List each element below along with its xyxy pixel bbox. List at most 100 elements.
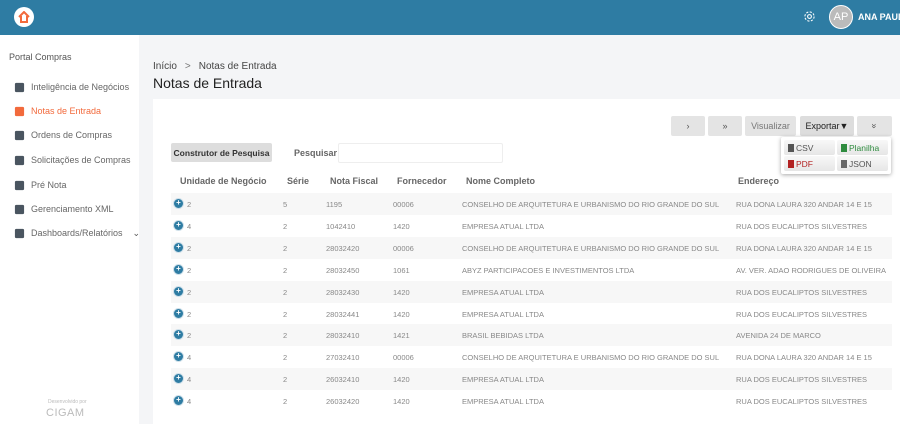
table-cell: RUA DONA LAURA 320 ANDAR 14 E 15 — [736, 200, 872, 209]
table-cell: RUA DOS EUCALIPTOS SILVESTRES — [736, 375, 868, 385]
column-header[interactable]: Nota Fiscal — [330, 176, 379, 186]
sidebar-item-pr-nota[interactable]: Pré Nota — [14, 180, 67, 191]
table-cell: 26032410 — [326, 375, 360, 385]
sidebar-item-ordens-de-compras[interactable]: Ordens de Compras — [14, 130, 112, 141]
export-pdf[interactable]: PDF — [784, 156, 835, 171]
developed-by: Desenvolvido por — [48, 399, 87, 405]
table-cell: EMPRESA ATUAL LTDA — [462, 221, 544, 231]
chart-icon — [14, 82, 25, 93]
table-cell: BRASIL BEBIDAS LTDA — [462, 331, 544, 341]
table-row[interactable]: +4 2 26032410 1420 EMPRESA ATUAL LTDA RUA DOS… — [171, 368, 892, 391]
table-cell: 2 — [187, 200, 192, 209]
users-sync-icon — [14, 204, 25, 215]
file-icon — [841, 159, 847, 168]
table-row[interactable]: +4 2 26032420 1420 EMPRESA ATUAL LTDA RUA DOS… — [171, 390, 892, 412]
table-row[interactable]: +2 2 28032420 00006 CONSELHO DE ARQUITETURA … — [171, 236, 892, 259]
table-cell: 2 — [187, 265, 192, 275]
column-header[interactable]: Unidade de Negócio — [180, 176, 267, 186]
table-cell: 27032410 — [326, 353, 360, 363]
avatar[interactable]: AP — [829, 5, 853, 29]
table-cell: 4 — [187, 375, 192, 385]
table-cell: 1420 — [393, 287, 410, 297]
view-button[interactable]: Visualizar — [745, 116, 796, 136]
table-row[interactable]: +2 5 1195 00006 CONSELHO DE ARQUITETURA E UR… — [171, 193, 892, 215]
table-cell: RUA DOS EUCALIPTOS SILVESTRES — [736, 221, 868, 231]
table-row[interactable]: +2 2 28032441 1420 EMPRESA ATUAL LTDA RUA DOS… — [171, 303, 892, 325]
table-cell: 1421 — [393, 331, 410, 341]
table-cell: 00006 — [393, 200, 414, 209]
sidebar-item-label: Pré Nota — [31, 180, 67, 190]
table-cell: 2 — [187, 309, 192, 319]
column-header[interactable]: Endereço — [738, 176, 780, 186]
gear-icon[interactable] — [803, 10, 816, 23]
expand-row-icon[interactable]: + — [173, 373, 184, 385]
expand-row-icon[interactable]: + — [173, 307, 184, 319]
breadcrumb-home[interactable]: Início — [153, 61, 177, 72]
search-input[interactable] — [338, 143, 503, 163]
table-cell: EMPRESA ATUAL LTDA — [462, 397, 544, 407]
table-cell: 28032410 — [326, 331, 360, 341]
page-title: Notas de Entrada — [153, 75, 262, 91]
column-header[interactable]: Fornecedor — [397, 176, 447, 186]
column-header[interactable]: Série — [287, 176, 310, 186]
expand-row-icon[interactable]: + — [173, 395, 184, 407]
chevron-down-icon: ⌄ — [132, 228, 141, 238]
export-json[interactable]: JSON — [837, 156, 888, 171]
chevron-double-down-icon: » — [869, 123, 880, 129]
expand-row-icon[interactable]: + — [173, 219, 184, 231]
expand-row-icon[interactable]: + — [173, 285, 184, 297]
expand-row-icon[interactable]: + — [173, 241, 184, 253]
table-cell: 2 — [283, 331, 288, 341]
sidebar-item-gerenciamento-xml[interactable]: Gerenciamento XML — [14, 204, 114, 215]
table-row[interactable]: +4 2 1042410 1420 EMPRESA ATUAL LTDA RUA DOS … — [171, 215, 892, 237]
export-planilha[interactable]: Planilha — [837, 140, 888, 155]
cart-icon — [14, 155, 25, 166]
sidebar: Portal Compras Inteligência de Negócios N… — [0, 35, 140, 424]
table-row[interactable]: +4 2 27032410 00006 CONSELHO DE ARQUITETURA … — [171, 346, 892, 368]
sidebar-item-solicita-es-de-compras[interactable]: Solicitações de Compras — [14, 155, 131, 166]
sidebar-title: Portal Compras — [9, 52, 72, 62]
expand-row-icon[interactable]: + — [173, 329, 184, 341]
document-icon — [14, 106, 25, 117]
sidebar-item-intelig-ncia-de-neg-cios[interactable]: Inteligência de Negócios — [14, 82, 129, 93]
table-cell: 28032441 — [326, 309, 360, 319]
table-cell: 1061 — [393, 265, 410, 275]
sidebar-item-label: Notas de Entrada — [31, 106, 102, 116]
export-csv[interactable]: CSV — [784, 140, 835, 155]
export-option-label: Planilha — [849, 142, 880, 153]
breadcrumb-separator: > — [184, 61, 191, 72]
table-cell: CONSELHO DE ARQUITETURA E URBANISMO DO R… — [462, 200, 720, 209]
export-button[interactable]: Exportar▼ — [800, 116, 854, 136]
table-cell: RUA DOS EUCALIPTOS SILVESTRES — [736, 309, 868, 319]
table-cell: EMPRESA ATUAL LTDA — [462, 309, 544, 319]
table-cell: CONSELHO DE ARQUITETURA E URBANISMO DO R… — [462, 243, 720, 253]
table-cell: 2 — [283, 287, 288, 297]
sidebar-item-label: Inteligência de Negócios — [31, 82, 130, 92]
table-cell: 2 — [187, 243, 192, 253]
last-page-button[interactable]: » — [708, 116, 742, 136]
table-cell: RUA DOS EUCALIPTOS SILVESTRES — [736, 397, 868, 407]
table-cell: 4 — [187, 221, 192, 231]
sidebar-item-notas-de-entrada[interactable]: Notas de Entrada — [14, 106, 101, 117]
file-icon — [788, 143, 794, 152]
table-cell: EMPRESA ATUAL LTDA — [462, 375, 544, 385]
table-cell: 28032420 — [326, 243, 360, 253]
table-cell: 2 — [283, 309, 288, 319]
expand-row-icon[interactable]: + — [173, 351, 184, 363]
user-name[interactable]: ANA PAULA — [858, 12, 900, 22]
table-cell: RUA DONA LAURA 320 ANDAR 14 E 15 — [736, 353, 872, 363]
expand-row-icon[interactable]: + — [173, 198, 184, 209]
table-row[interactable]: +2 2 28032410 1421 BRASIL BEBIDAS LTDA AVENID… — [171, 324, 892, 347]
table-row[interactable]: +2 2 28032430 1420 EMPRESA ATUAL LTDA RUA DOS… — [171, 280, 892, 303]
breadcrumb-current: Notas de Entrada — [198, 61, 277, 72]
sidebar-item-dashboards-relat-rios[interactable]: Dashboards/Relatórios ⌄ — [14, 228, 140, 239]
search-builder-button[interactable]: Construtor de Pesquisa — [171, 143, 272, 162]
app-logo[interactable] — [14, 7, 34, 27]
table-row[interactable]: +2 2 28032450 1061 ABYZ PARTICIPACOES E INVE… — [171, 259, 892, 281]
column-header[interactable]: Nome Completo — [466, 176, 536, 186]
table-cell: 2 — [187, 331, 192, 341]
next-page-button[interactable]: › — [671, 116, 705, 136]
expand-row-icon[interactable]: + — [173, 263, 184, 275]
table-cell: 4 — [187, 397, 192, 407]
collapse-button[interactable]: » — [857, 116, 892, 136]
